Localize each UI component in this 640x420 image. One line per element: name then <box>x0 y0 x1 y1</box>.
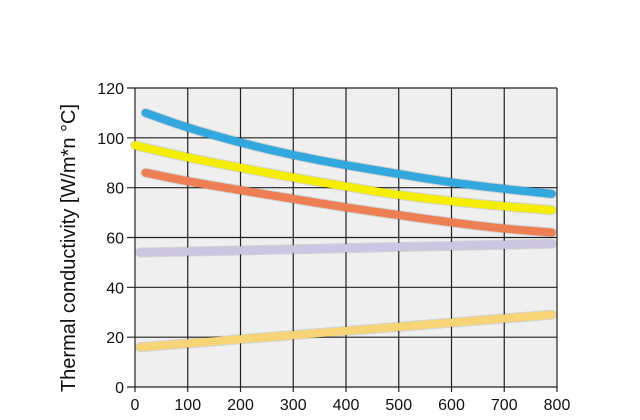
series-line-5 <box>136 310 556 352</box>
series-group <box>130 107 557 353</box>
series-line-2 <box>131 141 556 215</box>
x-tick-label: 500 <box>385 397 412 414</box>
x-tick-label: 800 <box>544 397 571 414</box>
x-tick-label: 200 <box>227 397 254 414</box>
series-line-3 <box>141 168 556 237</box>
y-tick-label: 100 <box>97 131 124 148</box>
y-tick-label: 0 <box>115 380 124 397</box>
y-tick-labels: 0 20 40 60 80 100 120 <box>97 81 124 397</box>
series-line-1 <box>141 108 556 198</box>
x-tick-label: 300 <box>280 397 307 414</box>
y-axis-label: Thermal conductivity [W/m*n °C] <box>58 104 80 392</box>
y-tick-label: 120 <box>97 81 124 98</box>
series-line-4 <box>136 239 556 257</box>
x-tick-label: 400 <box>333 397 360 414</box>
x-tick-label: 0 <box>131 397 140 414</box>
x-tick-label: 700 <box>491 397 518 414</box>
x-tick-labels: 0 100 200 300 400 500 600 700 800 <box>131 397 571 414</box>
y-tick-label: 60 <box>106 231 124 248</box>
y-tick-label: 40 <box>106 280 124 297</box>
y-tick-label: 80 <box>106 181 124 198</box>
x-tick-label: 100 <box>174 397 201 414</box>
y-tick-label: 20 <box>106 330 124 347</box>
x-tick-label: 600 <box>438 397 465 414</box>
